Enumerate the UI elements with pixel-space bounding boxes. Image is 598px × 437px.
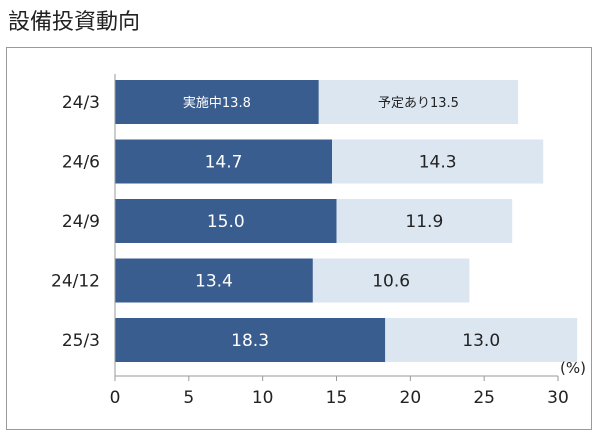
category-labels-group: 24/3 24/6 24/9 24/12 25/3 <box>51 93 100 351</box>
value-label-planned-2: 11.9 <box>405 212 443 232</box>
x-tick-label-4: 20 <box>400 388 422 408</box>
bar-in-progress-0 <box>115 80 319 124</box>
bar-in-progress-2 <box>115 199 337 243</box>
bar-planned-1 <box>332 139 544 184</box>
bar-planned-2 <box>336 199 513 243</box>
value-label-planned-1: 14.3 <box>419 153 457 173</box>
category-label-1: 24/6 <box>62 153 100 173</box>
value-label-in-progress-1: 14.7 <box>205 153 243 173</box>
bar-planned-4 <box>385 318 578 362</box>
category-label-0: 24/3 <box>62 93 100 113</box>
value-label-in-progress-2: 15.0 <box>207 212 245 232</box>
value-label-planned-0: 予定あり13.5 <box>378 96 459 111</box>
x-tick-label-0: 0 <box>110 388 121 408</box>
category-label-2: 24/9 <box>62 212 100 232</box>
value-label-planned-3: 10.6 <box>372 272 410 292</box>
x-tick-label-2: 10 <box>252 388 274 408</box>
value-label-planned-4: 13.0 <box>462 331 500 351</box>
x-tick-label-6: 30 <box>547 388 569 408</box>
bar-planned-0 <box>318 80 519 124</box>
category-label-4: 25/3 <box>62 331 100 351</box>
x-tick-label-5: 25 <box>473 388 495 408</box>
bar-in-progress-3 <box>115 258 313 303</box>
chart-title: 設備投資動向 <box>8 10 141 35</box>
chart-frame <box>6 47 592 430</box>
x-axis: 0 5 10 15 20 25 30 <box>110 74 569 408</box>
bars-group <box>115 80 578 362</box>
x-tick-label-3: 15 <box>326 388 348 408</box>
unit-label: (%) <box>560 359 586 377</box>
value-label-in-progress-0: 実施中13.8 <box>183 95 251 111</box>
bar-in-progress-1 <box>115 139 333 184</box>
x-tick-label-1: 5 <box>183 388 194 408</box>
value-labels-group: 実施中13.8 予定あり13.5 14.7 14.3 15.0 11.9 13.4 10.6 1… <box>183 95 500 351</box>
bar-in-progress-4 <box>115 318 386 362</box>
value-label-in-progress-4: 18.3 <box>231 331 269 351</box>
category-label-3: 24/12 <box>51 272 100 292</box>
bar-planned-3 <box>312 258 470 303</box>
value-label-in-progress-3: 13.4 <box>195 272 233 292</box>
